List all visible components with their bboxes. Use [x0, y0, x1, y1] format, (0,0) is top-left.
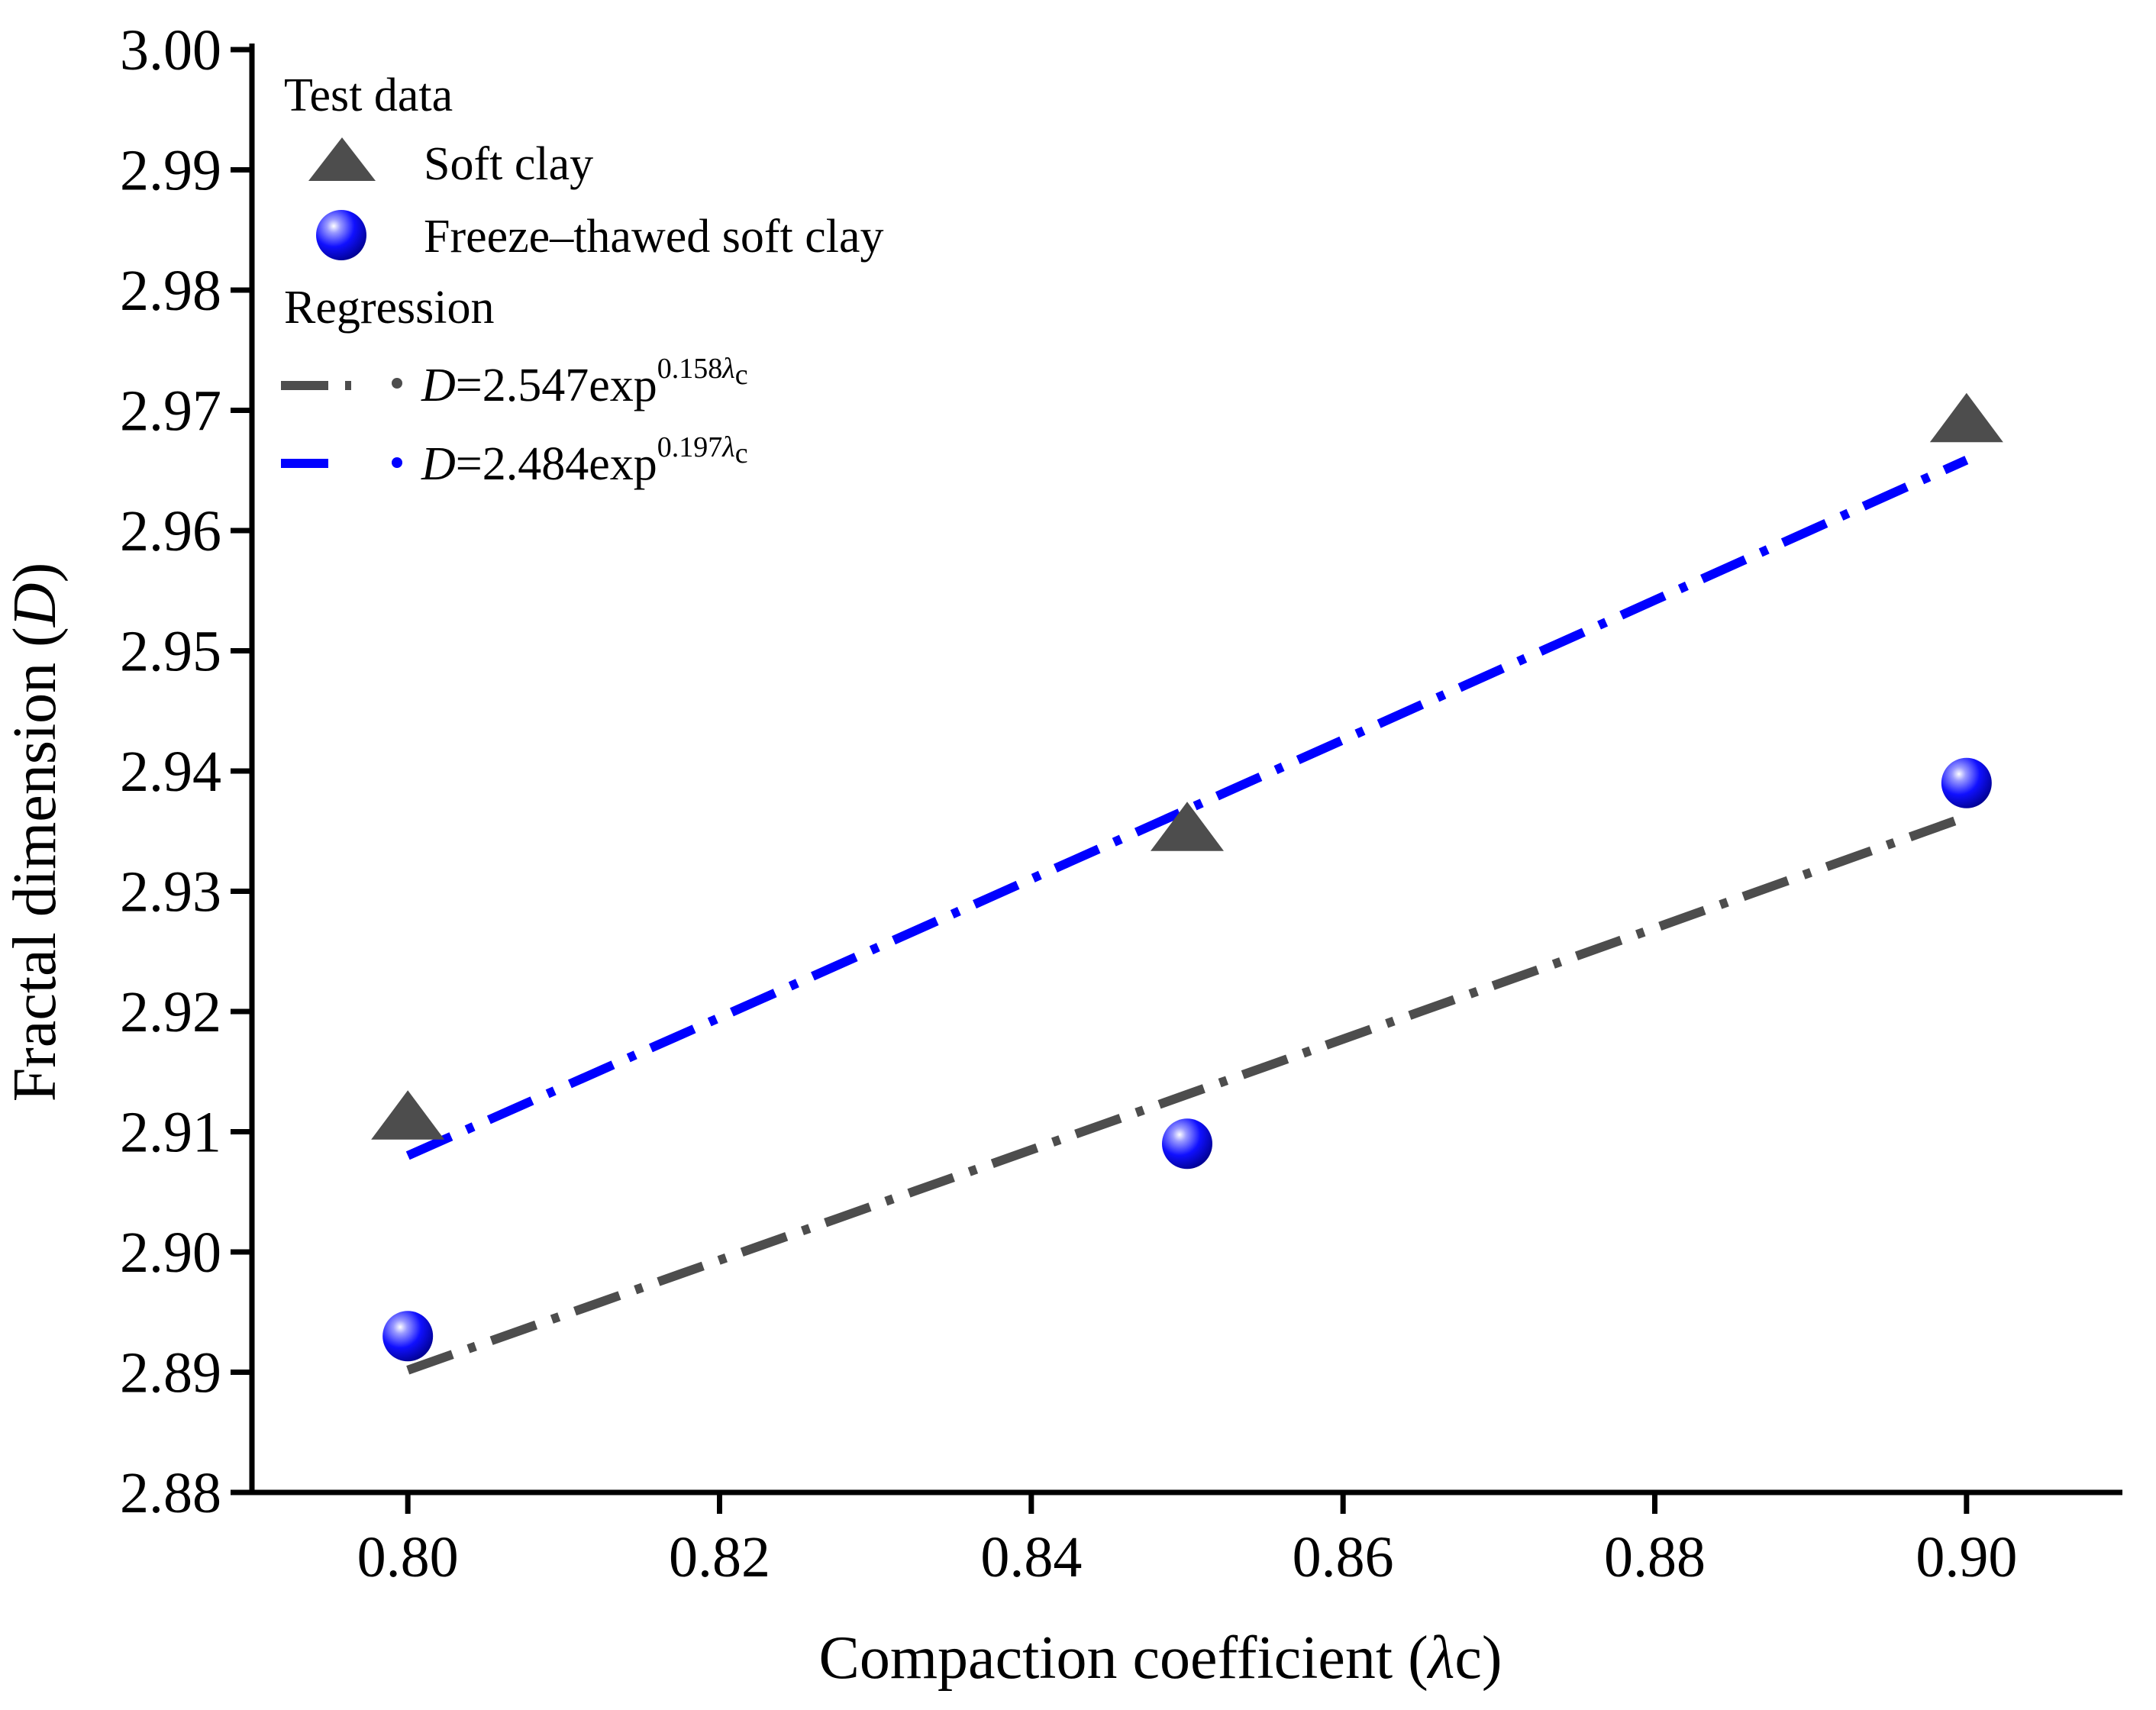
y-axis-title: Fractal dimension (D) [2, 563, 69, 1102]
legend: Test data Soft clay Freeze–thawed soft c… [281, 69, 884, 490]
x-tick-label: 0.88 [1604, 1525, 1706, 1589]
legend-soft-clay-marker [308, 137, 376, 181]
legend-regression-freeze-thawed-equation: D=2.484exp0.197λc [421, 431, 748, 490]
legend-soft-clay-label: Soft clay [424, 138, 593, 190]
legend-freeze-thawed-label: Freeze–thawed soft clay [424, 211, 884, 263]
y-tick-label: 2.91 [120, 1101, 221, 1165]
x-axis-title: Compaction coefficient (λc) [818, 1624, 1502, 1692]
y-tick-label: 2.99 [120, 139, 221, 203]
y-tick-label: 2.93 [120, 860, 221, 924]
regression-lines [405, 456, 1969, 1375]
y-tick-label: 2.95 [120, 620, 221, 684]
y-tick-label: 2.88 [120, 1461, 221, 1525]
y-tick-label: 2.92 [120, 980, 221, 1044]
y-tick-label: 2.89 [120, 1341, 221, 1405]
legend-freeze-thawed-marker [316, 210, 366, 260]
x-tick-label: 0.86 [1293, 1525, 1394, 1589]
x-ticks: 0.80 0.82 0.84 0.86 0.88 0.90 [357, 1492, 2017, 1589]
y-tick-label: 2.98 [120, 259, 221, 323]
axes: 2.88 2.89 2.90 2.91 2.92 2.93 2.94 2.95 2.96 2.97… [120, 18, 2122, 1589]
y-tick-label: 2.90 [120, 1221, 221, 1285]
legend-group-test-data: Test data [284, 69, 453, 121]
freeze-thawed-point [382, 1311, 434, 1362]
legend-group-regression: Regression [284, 282, 495, 334]
y-tick-label: 2.94 [120, 740, 221, 804]
legend-regression-freeze-thawed-dot [392, 457, 402, 468]
data-markers [371, 392, 2003, 1362]
soft-clay-point [371, 1090, 445, 1140]
y-tick-label: 2.96 [120, 499, 221, 563]
x-tick-label: 0.84 [980, 1525, 1082, 1589]
y-tick-label: 2.97 [120, 379, 221, 444]
x-tick-label: 0.80 [357, 1525, 459, 1589]
y-tick-label: 3.00 [120, 18, 221, 82]
soft-clay-point [1929, 392, 2003, 443]
legend-regression-soft-clay-equation: D=2.547exp0.158λc [421, 353, 748, 411]
y-ticks: 2.88 2.89 2.90 2.91 2.92 2.93 2.94 2.95 2.96 2.97… [120, 18, 252, 1525]
freeze-thawed-point [1162, 1118, 1212, 1170]
legend-regression-soft-clay-dot [392, 378, 402, 389]
freeze-thawed-point [1941, 757, 1992, 808]
soft-clay-point [1151, 802, 1224, 851]
regression-line [406, 812, 1968, 1375]
x-tick-label: 0.90 [1916, 1525, 2017, 1589]
x-tick-label: 0.82 [669, 1525, 770, 1589]
regression-line [405, 456, 1969, 1160]
